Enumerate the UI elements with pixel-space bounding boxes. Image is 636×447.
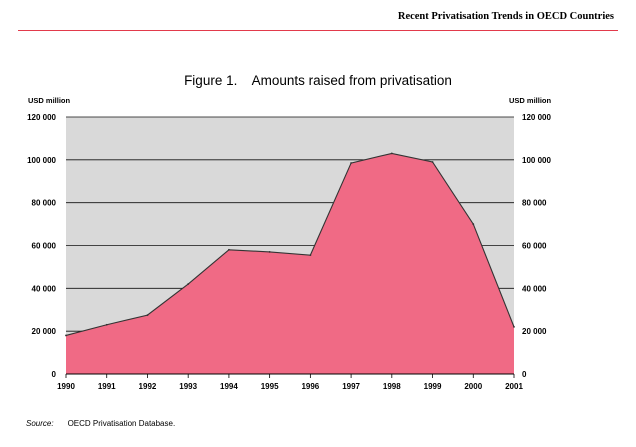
area-outline [65, 152, 515, 336]
y-tick-label-left-0: 0 [52, 370, 57, 379]
y-axis-left-unit-label: USD million [28, 96, 71, 105]
data-point-1993 [187, 283, 190, 285]
source-label: Source: [26, 419, 54, 428]
y-tick-label-right-4: 80 000 [522, 199, 547, 208]
data-point-1999 [431, 161, 434, 163]
data-point-1994 [228, 248, 230, 251]
data-point-1998 [390, 152, 393, 155]
data-point-1992 [146, 314, 149, 317]
x-tick-label-2001: 2001 [505, 382, 523, 391]
y-axis-right-unit-label: USD million [509, 96, 552, 105]
area-fill [66, 153, 514, 374]
header-divider [18, 30, 618, 31]
x-tick-label-2000: 2000 [464, 382, 482, 391]
data-point-1997 [350, 162, 352, 164]
y-tick-label-left-4: 80 000 [32, 199, 57, 208]
data-point-2000 [472, 223, 475, 225]
y-tick-label-left-5: 100 000 [27, 156, 56, 165]
x-tick-label-1992: 1992 [139, 382, 157, 391]
source-note: Source: OECD Privatisation Database. [26, 419, 175, 428]
data-point-1996 [309, 254, 312, 257]
source-text: OECD Privatisation Database. [67, 419, 176, 428]
y-tick-label-right-3: 60 000 [522, 242, 547, 251]
x-tick-label-1991: 1991 [98, 382, 116, 391]
y-tick-label-right-1: 20 000 [522, 327, 547, 336]
y-tick-label-right-6: 120 000 [522, 113, 551, 122]
y-tick-label-left-6: 120 000 [27, 113, 56, 122]
data-point-1990 [65, 334, 67, 337]
y-tick-label-left-3: 60 000 [32, 242, 57, 251]
x-tick-label-1996: 1996 [301, 382, 319, 391]
x-tick-label-1990: 1990 [57, 382, 75, 391]
x-tick-label-1995: 1995 [261, 382, 279, 391]
x-tick-label-1994: 1994 [220, 382, 238, 391]
x-tick-label-1999: 1999 [424, 382, 442, 391]
y-tick-label-left-2: 40 000 [32, 284, 57, 293]
y-tick-label-right-2: 40 000 [522, 284, 547, 293]
y-tick-label-left-1: 20 000 [32, 327, 57, 336]
data-point-1991 [105, 323, 108, 326]
report-header-title: Recent Privatisation Trends in OECD Coun… [397, 11, 614, 22]
y-tick-label-right-0: 0 [522, 370, 527, 379]
figure-title: Figure 1. Amounts raised from privatisat… [184, 73, 452, 88]
x-tick-label-1997: 1997 [342, 382, 360, 391]
data-point-1995 [268, 251, 271, 253]
x-tick-label-1993: 1993 [179, 382, 197, 391]
data-point-2001 [513, 325, 515, 328]
x-tick-label-1998: 1998 [383, 382, 401, 391]
y-tick-label-right-5: 100 000 [522, 156, 551, 165]
